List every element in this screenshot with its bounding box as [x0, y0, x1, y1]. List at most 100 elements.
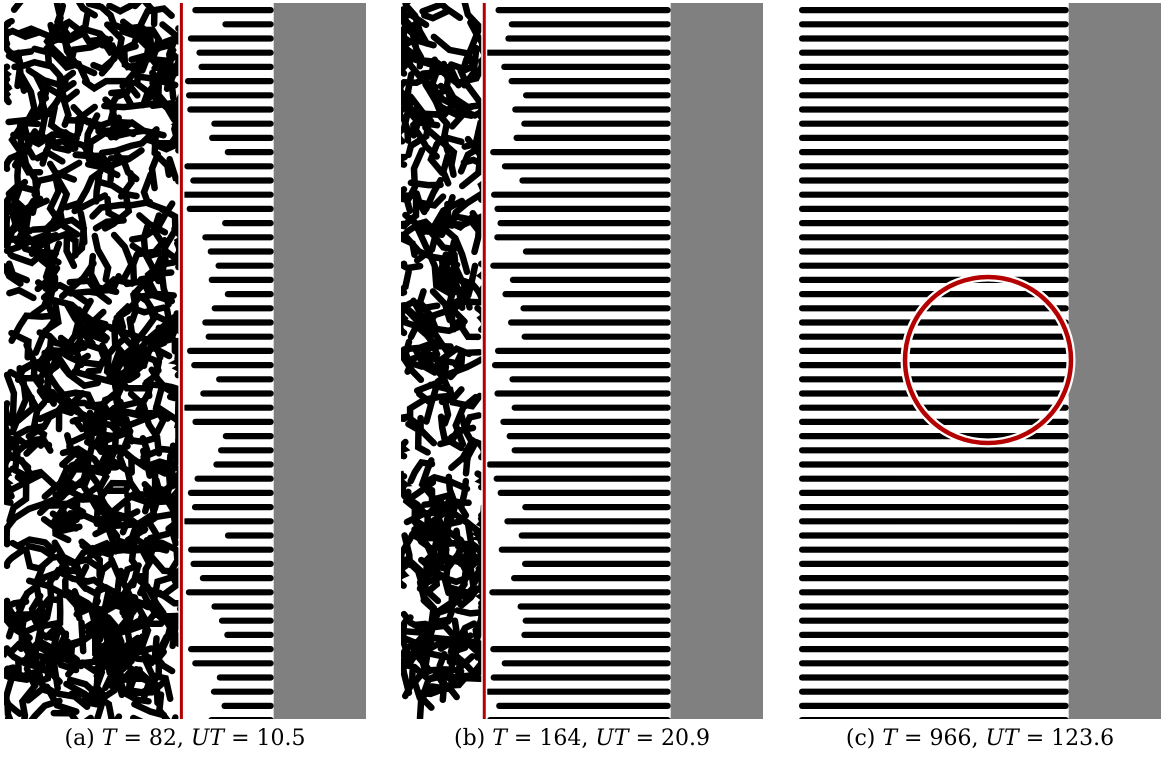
- labyrinth-blob: [137, 259, 178, 283]
- labyrinth-blob: [70, 544, 114, 587]
- uniform-state-region: [1068, 3, 1161, 719]
- labyrinth-blob: [448, 412, 483, 441]
- stripe-region: [484, 3, 671, 719]
- stripe: [502, 291, 671, 298]
- labyrinth-blob: [72, 352, 91, 375]
- stripe: [518, 532, 671, 539]
- labyrinth-blob: [47, 104, 80, 142]
- stripe: [487, 717, 671, 719]
- stripe: [799, 262, 1069, 269]
- labyrinth-blob: [416, 579, 438, 629]
- labyrinth-blob: [401, 260, 424, 272]
- labyrinth-blob: [65, 643, 107, 678]
- labyrinth-blob: [437, 617, 462, 652]
- labyrinth-blob: [4, 263, 24, 287]
- labyrinth-blob: [83, 112, 101, 168]
- labyrinth-blob: [84, 400, 133, 434]
- labyrinth-blob: [4, 414, 18, 430]
- labyrinth-blob: [440, 256, 465, 296]
- labyrinth-blob: [24, 685, 91, 711]
- labyrinth-blob: [141, 3, 158, 28]
- labyrinth-blob: [405, 112, 434, 159]
- stripe: [500, 418, 671, 425]
- labyrinth-blob: [4, 467, 15, 500]
- caption-a-T: 82: [148, 726, 177, 751]
- stripe: [497, 489, 671, 496]
- labyrinth-blob: [162, 38, 177, 72]
- stripe: [494, 234, 671, 241]
- labyrinth-region: [401, 3, 491, 719]
- labyrinth-blob: [401, 667, 416, 700]
- labyrinth-blob: [119, 500, 131, 536]
- labyrinth-blob: [106, 491, 137, 533]
- stripe: [799, 7, 1069, 14]
- caption-a: (a) T = 82, UT = 10.5: [64, 726, 306, 751]
- pattern-panel-b: [401, 3, 763, 719]
- labyrinth-blob: [79, 542, 103, 579]
- caption-a-UT: 10.5: [256, 726, 306, 751]
- stripe: [521, 333, 671, 340]
- stripe: [799, 447, 1069, 454]
- stripe: [508, 319, 671, 326]
- labyrinth-blob: [46, 172, 81, 238]
- labyrinth-blob: [6, 473, 30, 524]
- labyrinth-blob: [129, 242, 180, 262]
- labyrinth-blob: [30, 191, 70, 233]
- labyrinth-blob: [86, 409, 124, 439]
- labyrinth-blob: [93, 614, 123, 680]
- stripe: [192, 7, 274, 14]
- stripe: [191, 362, 274, 369]
- stripe: [799, 575, 1069, 582]
- labyrinth-blob: [40, 516, 83, 535]
- stripe: [799, 220, 1069, 227]
- labyrinth-blob: [113, 291, 155, 322]
- labyrinth-blob: [401, 56, 438, 98]
- labyrinth-blob: [140, 171, 168, 213]
- labyrinth-blob: [401, 299, 416, 325]
- labyrinth-blob: [447, 295, 469, 333]
- stripe: [523, 92, 671, 99]
- stripe: [199, 575, 274, 582]
- stripe: [188, 646, 274, 653]
- labyrinth-blob: [47, 21, 72, 43]
- labyrinth-blob: [71, 588, 113, 638]
- labyrinth-blob: [94, 702, 105, 719]
- labyrinth-blob: [4, 234, 21, 258]
- stripe: [224, 631, 274, 638]
- labyrinth-blob: [91, 232, 112, 283]
- caption-c-label: (c): [845, 726, 876, 751]
- stripe: [799, 362, 1069, 369]
- labyrinth-blob: [110, 231, 136, 282]
- stripe: [501, 660, 671, 667]
- stripe: [486, 461, 671, 468]
- labyrinth-blob: [106, 3, 142, 15]
- labyrinth-blob: [140, 62, 179, 109]
- highlight-circle: [902, 274, 1074, 446]
- stripe: [799, 21, 1069, 28]
- panel-b: [401, 3, 763, 719]
- labyrinth-blob: [115, 541, 170, 554]
- caption-b-T: 164: [539, 726, 582, 751]
- labyrinth-blob: [78, 479, 101, 528]
- labyrinth-blob: [424, 213, 486, 235]
- stripe: [509, 276, 671, 283]
- labyrinth-blob: [4, 547, 26, 570]
- labyrinth-blob: [14, 394, 37, 424]
- stripe: [491, 362, 671, 369]
- stripe: [490, 646, 671, 653]
- caption-b-label: (b): [454, 726, 486, 751]
- labyrinth-blob: [472, 614, 485, 661]
- stripe: [185, 92, 274, 99]
- stripe: [799, 717, 1069, 719]
- labyrinth-blob: [8, 312, 56, 344]
- labyrinth-blob: [4, 29, 35, 58]
- labyrinth-blob: [4, 646, 48, 672]
- stripe: [490, 262, 671, 269]
- labyrinth-blob: [448, 106, 485, 130]
- labyrinth-blob: [401, 268, 412, 297]
- labyrinth-blob: [120, 26, 143, 75]
- labyrinth-blob: [34, 230, 79, 259]
- stripe: [494, 390, 671, 397]
- stripe: [188, 546, 274, 553]
- labyrinth-blob: [46, 160, 78, 183]
